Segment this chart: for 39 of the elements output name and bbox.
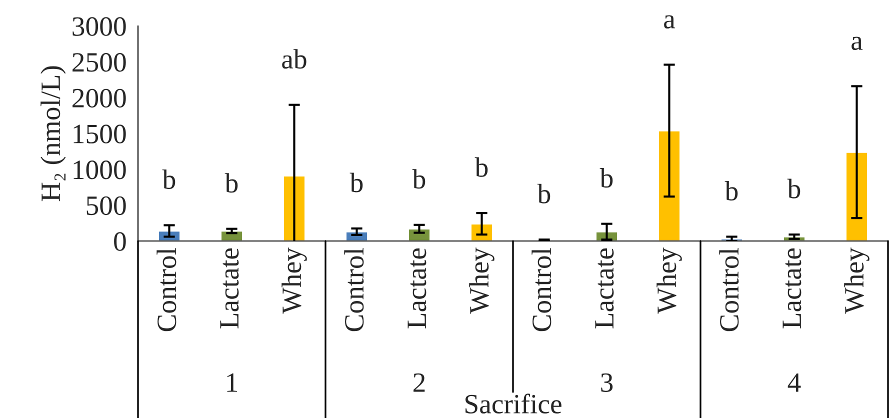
x-tick-label: 2 (414, 373, 425, 392)
annotation: b (537, 184, 550, 204)
y-tick-label: 1000 (74, 160, 126, 180)
x-axis-title: Sacrifice (466, 394, 562, 414)
x-tick-label: 1 (227, 373, 238, 392)
text: Control (344, 248, 364, 332)
y-tick-label: 1500 (74, 124, 126, 144)
text: Control (156, 248, 176, 332)
text: Control (719, 248, 739, 332)
annotation: b (474, 157, 488, 177)
text: Whey (469, 248, 494, 314)
text: Lactate (595, 248, 614, 328)
text: Lactate (782, 248, 802, 328)
annotation: b (224, 173, 238, 193)
bar (845, 151, 868, 241)
y-tick-label: 500 (86, 196, 126, 216)
text: Whey (844, 248, 870, 314)
annotation: a (852, 36, 863, 50)
annotation: b (600, 168, 613, 188)
annotation: b (724, 180, 738, 200)
x-tick-label: 3 (601, 373, 613, 392)
y-tick-label: 3000 (72, 17, 126, 36)
annotation: b (350, 172, 363, 192)
text: Lactate (408, 248, 426, 328)
y-axis-title: H₂ (nmol/L) (40, 66, 66, 202)
annotation: b (162, 169, 176, 190)
x-tick-label: 4 (788, 373, 801, 392)
y-tick-label: 0 (114, 232, 126, 251)
y-tick-label: 2500 (72, 53, 126, 72)
annotation: b (412, 169, 426, 189)
y-tick-label: 2000 (72, 88, 126, 108)
bar (658, 130, 681, 241)
text: Whey (282, 248, 307, 314)
annotation: ab (282, 49, 306, 69)
text: Lactate (220, 248, 239, 328)
annotation: a (664, 15, 676, 28)
text: Control (532, 248, 552, 332)
text: Whey (656, 248, 682, 314)
annotation: b (787, 178, 800, 198)
